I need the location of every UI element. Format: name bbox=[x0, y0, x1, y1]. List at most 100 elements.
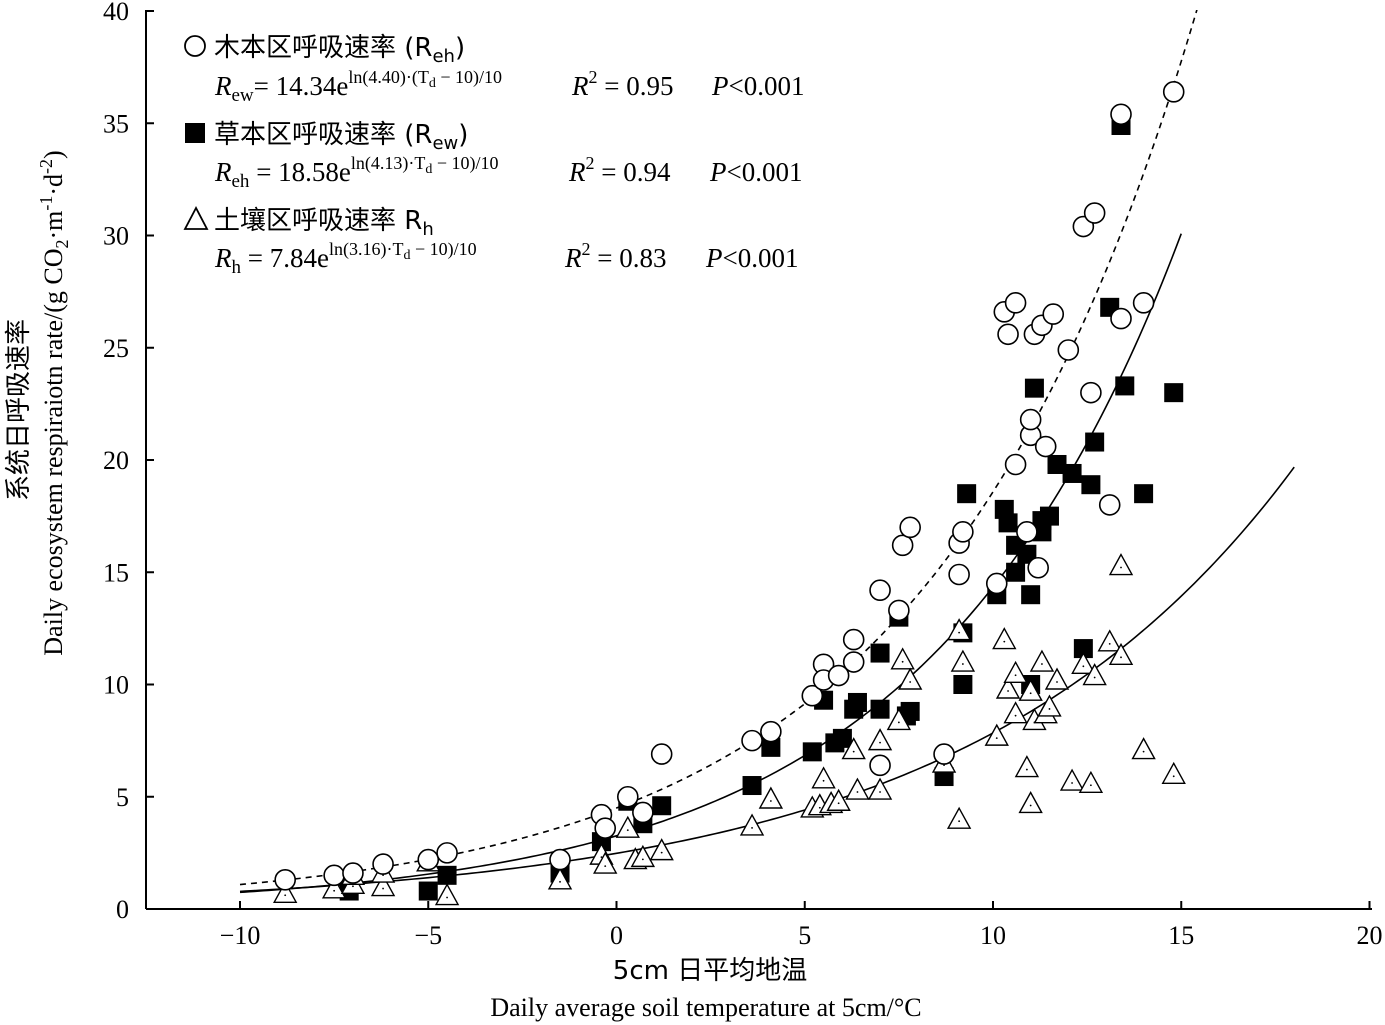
point-circle bbox=[801, 684, 824, 707]
point-triangle bbox=[434, 883, 460, 906]
point-triangle-dot bbox=[1041, 663, 1043, 665]
point-square bbox=[847, 692, 867, 712]
y-tick-label: 35 bbox=[103, 109, 129, 138]
point-triangle bbox=[826, 788, 851, 811]
point-triangle-dot bbox=[897, 721, 900, 724]
y-tick-label: 25 bbox=[103, 334, 129, 363]
point-triangle-dot bbox=[901, 660, 904, 663]
point-triangle-dot bbox=[333, 889, 336, 892]
point-triangle-dot bbox=[1056, 681, 1058, 683]
data-points bbox=[272, 81, 1186, 906]
point-circle bbox=[1042, 303, 1065, 325]
point-triangle-dot bbox=[822, 779, 825, 782]
y-axis-title-en-unit2: ·d bbox=[39, 174, 68, 196]
point-circle bbox=[632, 801, 654, 824]
point-triangle-dot bbox=[284, 894, 287, 897]
point-circle bbox=[933, 743, 955, 765]
point-triangle-dot bbox=[641, 858, 644, 861]
point-circle bbox=[869, 754, 891, 777]
point-triangle bbox=[1161, 761, 1186, 784]
fit-curve bbox=[239, 10, 1198, 886]
point-triangle bbox=[1078, 770, 1104, 793]
point-triangle bbox=[950, 649, 976, 672]
y-axis-title-en-unit1: ·m bbox=[39, 211, 68, 240]
point-circle bbox=[372, 853, 394, 875]
legend-entry-woody: 木本区呼吸速率 (Reh) Rew= 14.34eln(4.40)·(Td − … bbox=[184, 33, 804, 106]
point-square bbox=[957, 484, 977, 504]
point-triangle bbox=[1014, 755, 1040, 778]
point-square bbox=[802, 742, 822, 762]
point-circle bbox=[1083, 202, 1106, 224]
legend-r2-herb: R2 = 0.94 bbox=[568, 153, 671, 187]
point-triangle-dot bbox=[1007, 690, 1009, 692]
point-triangle-dot bbox=[958, 820, 961, 823]
y-tick-label: 0 bbox=[116, 895, 129, 924]
legend-label-woody: 木本区呼吸速率 (Reh) bbox=[214, 33, 465, 67]
x-tick-label: 5 bbox=[798, 921, 811, 950]
y-axis-title-en-group: Daily ecosystem respiraiotn rate/(g CO2·… bbox=[36, 150, 72, 655]
y-tick-label: 30 bbox=[103, 222, 129, 251]
point-circle bbox=[1132, 292, 1155, 314]
x-tick-label: −10 bbox=[220, 921, 261, 950]
point-triangle-dot bbox=[559, 880, 561, 883]
point-circle bbox=[1057, 339, 1080, 361]
point-circle bbox=[1016, 521, 1038, 543]
point-triangle bbox=[1131, 737, 1156, 760]
point-triangle-dot bbox=[1082, 665, 1085, 668]
point-circle bbox=[869, 579, 891, 602]
point-triangle bbox=[615, 815, 640, 838]
point-triangle bbox=[946, 806, 972, 829]
y-tick-label: 15 bbox=[103, 558, 129, 587]
point-triangle bbox=[867, 728, 893, 751]
point-circle bbox=[891, 534, 914, 557]
point-triangle-dot bbox=[837, 802, 840, 805]
point-circle bbox=[1019, 408, 1042, 431]
point-triangle bbox=[1059, 768, 1085, 791]
point-circle bbox=[899, 516, 921, 539]
point-triangle-dot bbox=[958, 631, 961, 634]
point-circle bbox=[342, 862, 364, 884]
point-triangle-dot bbox=[769, 800, 772, 802]
x-axis-title-en: Daily average soil temperature at 5cm/°C bbox=[490, 993, 921, 1022]
point-triangle-dot bbox=[909, 681, 912, 683]
legend-triangle-marker bbox=[183, 206, 209, 230]
legend-equation-woody: Rew= 14.34eln(4.40)·(Td − 10)/10 bbox=[214, 67, 502, 106]
y-tick-label: 40 bbox=[103, 0, 129, 26]
point-circle bbox=[888, 599, 910, 622]
point-triangle-dot bbox=[1014, 674, 1017, 677]
point-circle bbox=[549, 848, 571, 871]
y-axis-title-cn: 系统日呼吸速率 bbox=[4, 319, 34, 501]
point-circle bbox=[1004, 292, 1027, 314]
point-triangle bbox=[547, 867, 573, 890]
point-triangle bbox=[886, 707, 912, 731]
point-triangle bbox=[1097, 629, 1122, 652]
legend-equation-herb: Reh = 18.58eln(4.13)·Td − 10)/10 bbox=[214, 153, 499, 192]
legend-entry-herb: 草本区呼吸速率 (Rew) Reh = 18.58eln(4.13)·Td − … bbox=[185, 120, 802, 192]
point-circle bbox=[1110, 307, 1132, 330]
point-square bbox=[870, 643, 890, 663]
point-triangle-dot bbox=[1089, 784, 1092, 787]
point-triangle-dot bbox=[856, 791, 859, 793]
point-square bbox=[1115, 376, 1135, 396]
point-square bbox=[1134, 484, 1154, 504]
point-triangle bbox=[841, 737, 866, 760]
point-circle bbox=[1162, 81, 1185, 103]
point-triangle-dot bbox=[751, 827, 753, 829]
y-tick-label: 20 bbox=[103, 446, 129, 475]
point-triangle bbox=[845, 777, 870, 800]
point-circle bbox=[1080, 381, 1102, 404]
point-triangle-dot bbox=[1093, 676, 1096, 679]
point-square bbox=[761, 737, 781, 757]
point-circle bbox=[985, 572, 1008, 595]
point-square bbox=[437, 865, 457, 885]
y-axis-title-en-close: ) bbox=[39, 150, 68, 159]
point-triangle-dot bbox=[879, 741, 881, 744]
point-circle bbox=[1110, 103, 1132, 126]
point-triangle bbox=[890, 647, 915, 670]
axes: −10 −5 0 5 10 15 20 0 5 10 15 20 25 30 35 40 bbox=[103, 0, 1383, 950]
point-circle bbox=[827, 664, 850, 687]
point-square bbox=[1085, 432, 1105, 452]
point-circle bbox=[952, 521, 974, 543]
point-triangle-dot bbox=[1071, 782, 1073, 784]
y-axis-title-en-sup2: -2 bbox=[36, 159, 56, 174]
